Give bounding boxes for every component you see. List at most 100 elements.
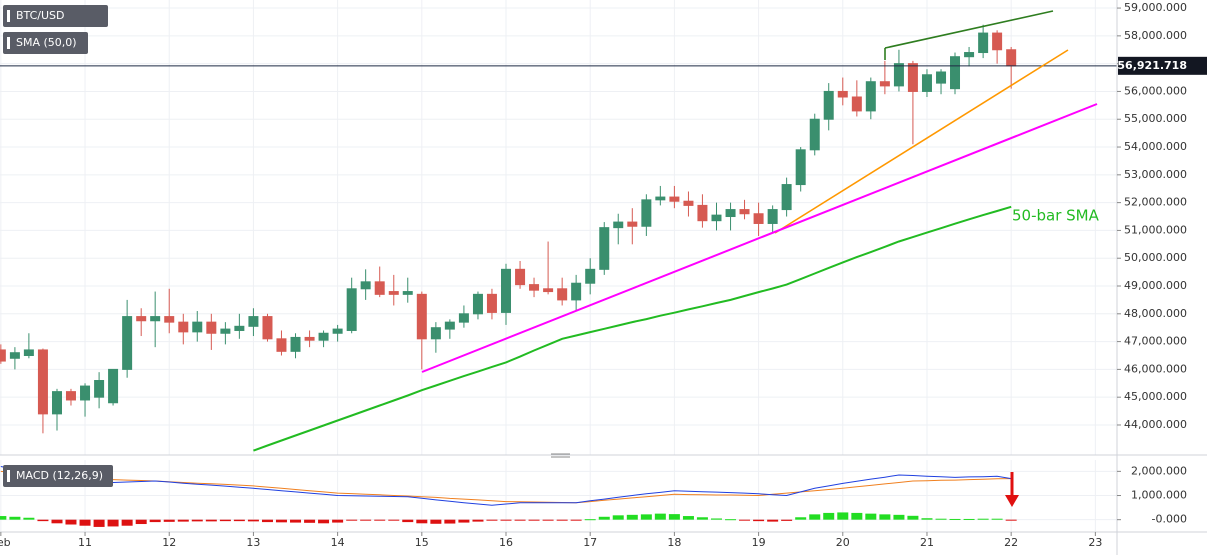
candle-body	[893, 63, 904, 87]
histogram-bar	[851, 512, 863, 520]
histogram-bar	[416, 519, 428, 524]
histogram-bar	[444, 519, 456, 524]
candle-body	[907, 63, 918, 92]
candle-body	[571, 282, 582, 301]
candle-body	[164, 316, 175, 323]
x-tick-label: 13	[246, 536, 260, 549]
histogram-bar	[556, 519, 568, 521]
candle-body	[122, 316, 133, 370]
histogram-bar	[318, 519, 330, 524]
x-tick-label: 22	[1004, 536, 1018, 549]
histogram-bar	[304, 519, 316, 523]
candle-body	[543, 288, 554, 293]
y-tick-label: 52,000.000	[1124, 196, 1187, 209]
candle-body	[697, 204, 708, 222]
histogram-bar	[879, 514, 891, 520]
y-tick-label: 50,000.000	[1124, 251, 1187, 264]
histogram-bar	[935, 518, 947, 520]
candle-body	[557, 288, 568, 301]
histogram-bar	[205, 519, 217, 522]
candle-body	[613, 221, 624, 229]
candle-body	[332, 328, 343, 334]
y-tick-label: 59,000.000	[1124, 1, 1187, 14]
histogram-bar	[991, 518, 1003, 520]
histogram-bar	[514, 519, 526, 521]
histogram-bar	[51, 519, 63, 524]
candle-body	[683, 200, 694, 206]
x-tick-label: 18	[667, 536, 681, 549]
histogram-bar	[65, 519, 77, 525]
histogram-bar	[149, 519, 161, 523]
histogram-bar	[163, 519, 175, 522]
candle-body	[711, 214, 722, 222]
y-tick-label: -0.000	[1152, 513, 1187, 526]
y-tick-label: 1,000.000	[1131, 489, 1187, 502]
histogram-bar	[837, 512, 849, 520]
histogram-bar	[93, 519, 105, 527]
candle-body	[402, 291, 413, 295]
legend: BTC/USD SMA (50,0) MACD (12,26,9)	[3, 5, 113, 487]
histogram-bar	[388, 519, 400, 521]
candle-body	[37, 349, 48, 415]
histogram-bar	[121, 519, 133, 526]
y-tick-label: 47,000.000	[1124, 335, 1187, 348]
candle-body	[94, 380, 105, 398]
price-label: 56,921.718	[1117, 59, 1187, 72]
histogram-bar	[696, 517, 708, 520]
histogram-bar	[177, 519, 189, 522]
legend-box	[3, 32, 88, 54]
x-tick-label: Feb	[0, 536, 11, 549]
histogram-bar	[963, 518, 975, 520]
histogram-bar	[9, 516, 21, 520]
candle-body	[837, 90, 848, 98]
candle-body	[51, 391, 62, 415]
candle-body	[992, 32, 1003, 51]
x-tick-label: 23	[1088, 536, 1102, 549]
histogram-bar	[23, 517, 35, 520]
histogram-bar	[668, 514, 680, 520]
candle-body	[136, 316, 147, 322]
y-tick-label: 56,000.000	[1124, 84, 1187, 97]
y-tick-label: 55,000.000	[1124, 112, 1187, 125]
histogram-bar	[37, 519, 49, 522]
histogram-bar	[458, 519, 470, 523]
y-tick-label: 45,000.000	[1124, 390, 1187, 403]
candle-body	[753, 213, 764, 224]
legend-box	[3, 5, 108, 27]
candle-body	[739, 209, 750, 215]
candle-body	[108, 368, 119, 404]
trend-line	[774, 49, 1069, 234]
histogram-bar	[767, 519, 779, 522]
candle-body	[388, 291, 399, 295]
candle-body	[879, 81, 890, 87]
candle-body	[262, 316, 273, 340]
pane-handle[interactable]	[551, 453, 570, 458]
legend-box	[3, 465, 113, 487]
histogram-bar	[781, 519, 793, 521]
histogram-bar	[191, 519, 203, 522]
candle-body	[276, 338, 287, 352]
candle-body	[725, 209, 736, 218]
candle-body	[795, 149, 806, 186]
candle-body	[23, 349, 34, 356]
histogram-bar	[823, 512, 835, 520]
histogram-bar	[1005, 519, 1017, 521]
candle-body	[585, 268, 596, 284]
x-tick-label: 11	[78, 536, 92, 549]
candle-body	[515, 268, 526, 286]
histogram-bar	[275, 519, 287, 523]
candle-body	[809, 118, 820, 151]
candle-body	[458, 313, 469, 323]
macd-line	[0, 466, 1012, 506]
legend-label: BTC/USD	[16, 9, 65, 22]
histogram-bar	[135, 519, 147, 525]
trend-line	[884, 10, 1054, 49]
candle-body	[472, 293, 483, 315]
candle-body	[978, 32, 989, 54]
legend-label: SMA (50,0)	[16, 36, 77, 49]
candle-body	[444, 321, 455, 330]
histogram-bar	[0, 516, 7, 520]
sma-line	[253, 205, 1012, 452]
candle-body	[501, 268, 512, 313]
candle-body	[950, 56, 961, 90]
